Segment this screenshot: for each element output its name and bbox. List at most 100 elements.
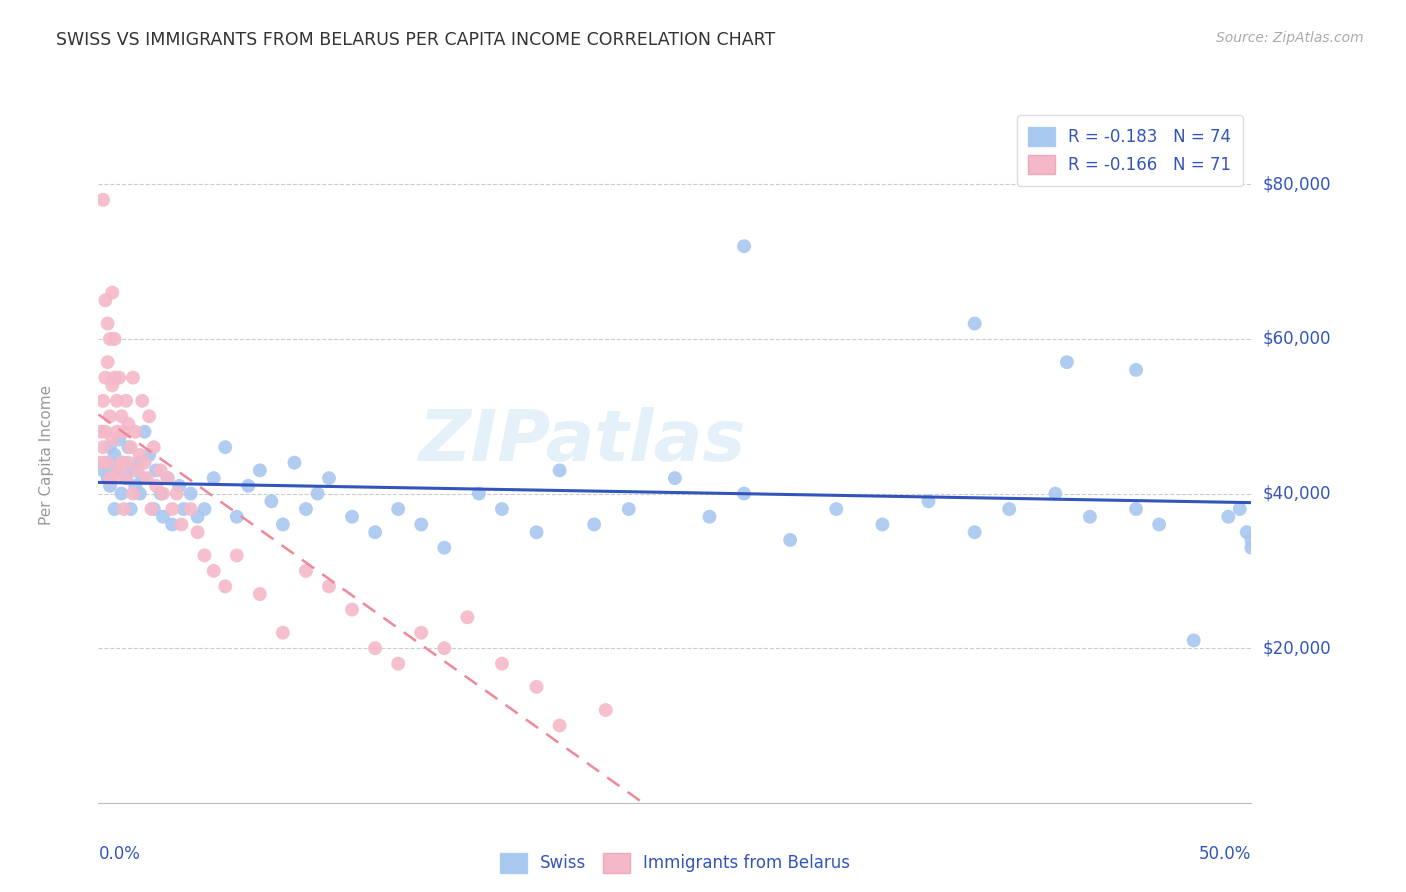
- Point: [491, 657, 513, 671]
- Point: [94, 370, 117, 384]
- Point: [1045, 486, 1067, 500]
- Point: [117, 440, 139, 454]
- Point: [90, 456, 112, 470]
- Text: Source: ZipAtlas.com: Source: ZipAtlas.com: [1216, 31, 1364, 45]
- Point: [120, 440, 142, 454]
- Text: Per Capita Income: Per Capita Income: [39, 384, 53, 525]
- Point: [238, 479, 260, 493]
- Point: [160, 502, 183, 516]
- Point: [548, 718, 571, 732]
- Point: [271, 625, 294, 640]
- Point: [94, 425, 117, 439]
- Point: [526, 680, 548, 694]
- Point: [1236, 525, 1258, 540]
- Point: [249, 463, 271, 477]
- Point: [340, 509, 363, 524]
- Point: [468, 486, 491, 500]
- Point: [103, 471, 125, 485]
- Text: 0.0%: 0.0%: [98, 846, 141, 863]
- Text: ZIPatlas: ZIPatlas: [419, 407, 747, 475]
- Point: [122, 463, 145, 477]
- Point: [456, 610, 478, 624]
- Point: [526, 525, 548, 540]
- Point: [225, 509, 247, 524]
- Point: [180, 502, 202, 516]
- Point: [91, 193, 114, 207]
- Point: [98, 440, 121, 454]
- Point: [1229, 502, 1251, 516]
- Point: [112, 425, 135, 439]
- Point: [127, 463, 149, 477]
- Point: [214, 440, 236, 454]
- Point: [129, 486, 152, 500]
- Point: [193, 549, 215, 563]
- Point: [1240, 541, 1263, 555]
- Legend: R = -0.183   N = 74, R = -0.166   N = 71: R = -0.183 N = 74, R = -0.166 N = 71: [1017, 115, 1243, 186]
- Point: [103, 502, 125, 516]
- Point: [131, 393, 153, 408]
- Point: [202, 564, 225, 578]
- Point: [141, 502, 163, 516]
- Point: [110, 456, 132, 470]
- Point: [364, 525, 387, 540]
- Point: [202, 471, 225, 485]
- Point: [307, 486, 329, 500]
- Point: [108, 463, 131, 477]
- Point: [664, 471, 686, 485]
- Point: [138, 448, 160, 462]
- Point: [193, 502, 215, 516]
- Point: [91, 463, 114, 477]
- Point: [97, 317, 120, 331]
- Point: [187, 509, 209, 524]
- Point: [94, 456, 117, 470]
- Point: [1147, 517, 1170, 532]
- Point: [101, 433, 124, 447]
- Point: [963, 317, 986, 331]
- Point: [295, 564, 318, 578]
- Point: [108, 370, 131, 384]
- Point: [595, 703, 617, 717]
- Point: [583, 517, 606, 532]
- Text: 50.0%: 50.0%: [1199, 846, 1251, 863]
- Point: [98, 409, 121, 424]
- Point: [101, 378, 124, 392]
- Point: [779, 533, 801, 547]
- Point: [249, 587, 271, 601]
- Point: [101, 285, 124, 300]
- Point: [1056, 355, 1078, 369]
- Point: [387, 502, 409, 516]
- Point: [214, 579, 236, 593]
- Point: [91, 393, 114, 408]
- Point: [134, 425, 156, 439]
- Point: [364, 641, 387, 656]
- Point: [103, 332, 125, 346]
- Point: [1240, 533, 1263, 547]
- Point: [149, 486, 172, 500]
- Text: $20,000: $20,000: [1263, 640, 1331, 657]
- Point: [283, 456, 305, 470]
- Point: [127, 456, 149, 470]
- Point: [271, 517, 294, 532]
- Point: [1218, 509, 1240, 524]
- Point: [1125, 363, 1147, 377]
- Point: [110, 486, 132, 500]
- Point: [152, 486, 174, 500]
- Point: [149, 463, 172, 477]
- Point: [122, 370, 145, 384]
- Text: SWISS VS IMMIGRANTS FROM BELARUS PER CAPITA INCOME CORRELATION CHART: SWISS VS IMMIGRANTS FROM BELARUS PER CAP…: [56, 31, 776, 49]
- Point: [138, 409, 160, 424]
- Point: [117, 417, 139, 431]
- Point: [90, 425, 112, 439]
- Point: [156, 471, 179, 485]
- Point: [98, 479, 121, 493]
- Point: [166, 486, 188, 500]
- Point: [94, 293, 117, 308]
- Point: [97, 471, 120, 485]
- Point: [120, 502, 142, 516]
- Point: [917, 494, 939, 508]
- Point: [825, 502, 848, 516]
- Point: [617, 502, 640, 516]
- Point: [152, 509, 174, 524]
- Point: [156, 471, 179, 485]
- Point: [433, 541, 456, 555]
